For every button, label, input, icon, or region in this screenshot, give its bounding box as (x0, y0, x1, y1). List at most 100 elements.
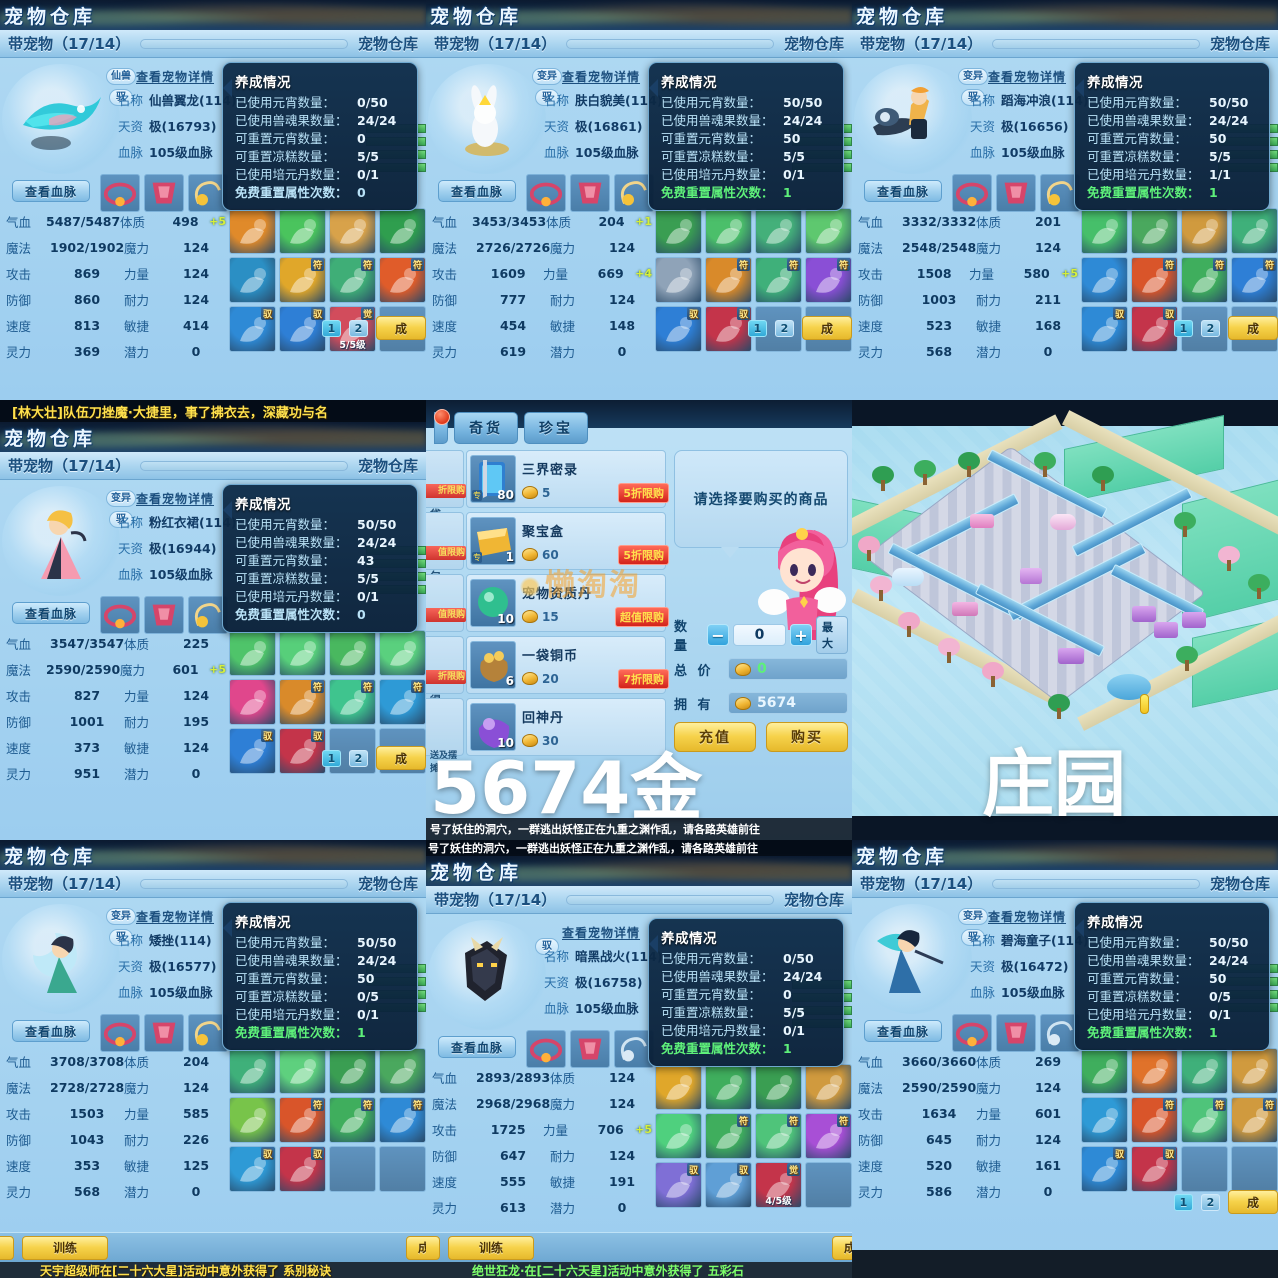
skill-slot[interactable]: 驭 (1131, 1146, 1178, 1192)
skill-slot[interactable] (755, 208, 802, 254)
yellow-action-button[interactable]: 成 (832, 1235, 852, 1260)
skill-slot[interactable] (279, 208, 326, 254)
skill-slot[interactable]: 符 (379, 257, 426, 303)
skill-slot[interactable] (805, 1064, 852, 1110)
decrement-button[interactable]: − (707, 624, 730, 646)
yellow-action-button[interactable]: 成 (376, 316, 426, 340)
page-2-button[interactable]: 2 (349, 319, 368, 337)
skill-slot[interactable]: 符 (755, 1113, 802, 1159)
skill-slot[interactable] (655, 208, 702, 254)
view-pet-detail-link[interactable]: 查看宠物详情 (562, 926, 641, 940)
buy-button[interactable]: 购买 (766, 722, 848, 752)
skill-slot[interactable]: 驭 (1081, 306, 1128, 352)
skill-slot[interactable] (805, 208, 852, 254)
skill-slot[interactable]: 驭 (279, 306, 326, 352)
equip-slot-armor[interactable] (144, 596, 184, 634)
equip-slot-necklace[interactable] (100, 596, 140, 634)
skill-slot[interactable] (755, 1064, 802, 1110)
skill-slot[interactable]: 符 (329, 1097, 376, 1143)
skill-slot[interactable] (705, 1064, 752, 1110)
skill-slot-empty[interactable] (329, 1146, 376, 1192)
equip-slot-armor[interactable] (144, 174, 184, 212)
skill-slot[interactable]: 驭 (705, 1162, 752, 1208)
recharge-button[interactable]: 充值 (674, 722, 756, 752)
skill-slot[interactable]: 符 (1231, 1097, 1278, 1143)
equip-slot-armor[interactable] (570, 174, 610, 212)
pet-portrait[interactable] (2, 486, 120, 596)
view-pet-detail-link[interactable]: 查看宠物详情 (136, 492, 215, 506)
skill-slot[interactable] (1231, 208, 1278, 254)
skill-slot[interactable] (229, 630, 276, 676)
skill-slot[interactable] (1131, 1048, 1178, 1094)
skill-slot[interactable] (229, 257, 276, 303)
list-item[interactable]: 6 一袋铜币 20 7折限购 (466, 636, 669, 694)
skill-slot[interactable]: 符 (705, 257, 752, 303)
skill-slot[interactable] (655, 1064, 702, 1110)
skill-slot[interactable]: 符 (329, 679, 376, 725)
equip-slot-necklace[interactable] (526, 1030, 566, 1068)
view-bloodline-button[interactable]: 查看血脉 (12, 1020, 90, 1042)
equip-slot-ring[interactable] (188, 1014, 228, 1052)
view-bloodline-button[interactable]: 查看血脉 (12, 602, 90, 624)
skill-slot[interactable]: 符 (805, 1113, 852, 1159)
equip-slot-armor[interactable] (996, 174, 1036, 212)
page-1-button[interactable]: 1 (322, 319, 341, 337)
equip-slot-ring[interactable] (614, 1030, 654, 1068)
skill-slot[interactable]: 符 (329, 257, 376, 303)
skill-slot[interactable]: 符 (379, 679, 426, 725)
skill-slot[interactable]: 驭 (705, 306, 752, 352)
skill-slot[interactable] (329, 630, 376, 676)
yellow-action-button[interactable]: 成 (1228, 316, 1278, 340)
yellow-action-button-partial[interactable] (426, 1235, 440, 1260)
page-2-button[interactable]: 2 (1201, 319, 1220, 337)
view-pet-detail-link[interactable]: 查看宠物详情 (988, 70, 1067, 84)
skill-slot[interactable]: 驭 (655, 306, 702, 352)
page-1-button[interactable]: 1 (748, 319, 767, 337)
skill-slot[interactable] (655, 257, 702, 303)
page-1-button[interactable]: 1 (1174, 1193, 1193, 1211)
equip-slot-ring[interactable] (188, 596, 228, 634)
equip-slot-necklace[interactable] (952, 174, 992, 212)
skill-slot[interactable] (1081, 208, 1128, 254)
view-bloodline-button[interactable]: 查看血脉 (12, 180, 90, 202)
equip-slot-necklace[interactable] (526, 174, 566, 212)
skill-slot[interactable] (379, 1048, 426, 1094)
skill-slot[interactable]: 符 (755, 257, 802, 303)
pet-portrait[interactable] (2, 64, 120, 174)
view-bloodline-button[interactable]: 查看血脉 (438, 1036, 516, 1058)
skill-slot[interactable]: 符 (1131, 257, 1178, 303)
list-item[interactable]: 专 1 聚宝盒 60 5折限购 (466, 512, 669, 570)
train-button[interactable]: 训练 (22, 1235, 108, 1260)
skill-slot[interactable]: 符 (1181, 1097, 1228, 1143)
pet-portrait[interactable] (428, 920, 546, 1030)
skill-slot-empty[interactable] (805, 1162, 852, 1208)
page-1-button[interactable]: 1 (1174, 319, 1193, 337)
player-avatar[interactable] (1140, 694, 1149, 714)
skill-slot[interactable]: 符 (279, 1097, 326, 1143)
view-bloodline-button[interactable]: 查看血脉 (864, 1020, 942, 1042)
skill-slot[interactable]: 驭 (1081, 1146, 1128, 1192)
skill-slot[interactable]: 驭 (229, 306, 276, 352)
skill-slot[interactable]: 驭 (279, 728, 326, 774)
equip-slot-ring[interactable] (1040, 1014, 1080, 1052)
skill-slot[interactable] (329, 208, 376, 254)
page-2-button[interactable]: 2 (775, 319, 794, 337)
view-pet-detail-link[interactable]: 查看宠物详情 (988, 910, 1067, 924)
skill-slot[interactable]: 符 (279, 679, 326, 725)
pet-portrait[interactable] (2, 904, 120, 1014)
skill-slot[interactable] (229, 679, 276, 725)
skill-slot[interactable] (1081, 1097, 1128, 1143)
equip-slot-necklace[interactable] (100, 174, 140, 212)
skill-slot[interactable] (655, 1113, 702, 1159)
skill-slot-empty[interactable] (1181, 1146, 1228, 1192)
quantity-input[interactable]: 0 (733, 624, 786, 646)
skill-slot[interactable]: 符 (279, 257, 326, 303)
skill-slot[interactable] (705, 208, 752, 254)
list-item[interactable]: 10 回神丹 30 (466, 698, 666, 756)
skill-slot[interactable] (229, 1097, 276, 1143)
skill-slot[interactable] (279, 1048, 326, 1094)
equip-slot-ring[interactable] (614, 174, 654, 212)
skill-slot[interactable] (1231, 1048, 1278, 1094)
skill-slot[interactable]: 符 (1181, 257, 1228, 303)
equip-slot-necklace[interactable] (952, 1014, 992, 1052)
